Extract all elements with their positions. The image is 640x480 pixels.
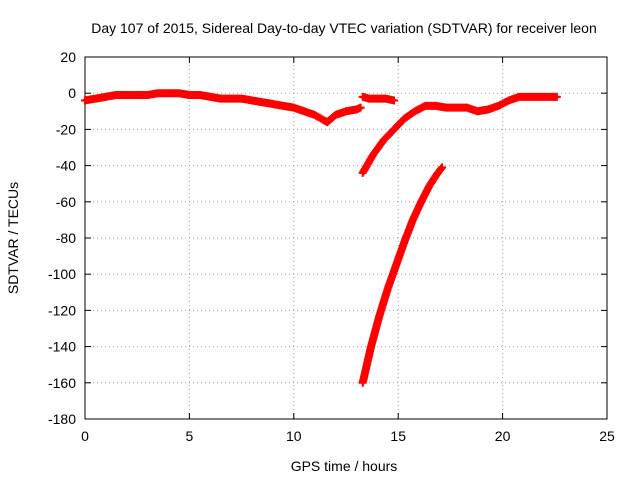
x-tick-label: 5	[186, 428, 194, 444]
data-point	[438, 163, 447, 172]
y-axis-title: SDTVAR / TECUs	[5, 182, 21, 294]
data-point	[356, 103, 365, 112]
y-tick-label: -180	[48, 411, 76, 427]
data-points	[81, 89, 561, 387]
y-tick-label: -80	[56, 230, 76, 246]
x-tick-label: 0	[81, 428, 89, 444]
x-tick-label: 10	[286, 428, 302, 444]
y-tick-label: -140	[48, 339, 76, 355]
data-point	[437, 164, 446, 173]
y-tick-label: -20	[56, 121, 76, 137]
y-tick-label: -40	[56, 158, 76, 174]
y-tick-label: -100	[48, 266, 76, 282]
data-point	[552, 92, 561, 101]
y-tick-label: 20	[60, 49, 76, 65]
y-tick-label: 0	[68, 85, 76, 101]
y-tick-label: -120	[48, 302, 76, 318]
x-tick-label: 25	[599, 428, 615, 444]
y-tick-label: -160	[48, 375, 76, 391]
x-tick-label: 20	[495, 428, 511, 444]
chart-title: Day 107 of 2015, Sidereal Day-to-day VTE…	[91, 20, 597, 36]
grid	[85, 57, 607, 419]
ticks: 20 0 -20 -40 -60 -80 -100 -120 -140 -160 -180 0 5 10 1…	[48, 49, 615, 444]
x-tick-label: 15	[390, 428, 406, 444]
y-tick-label: -60	[56, 194, 76, 210]
data-point	[390, 96, 399, 105]
x-axis-title: GPS time / hours	[291, 458, 398, 474]
